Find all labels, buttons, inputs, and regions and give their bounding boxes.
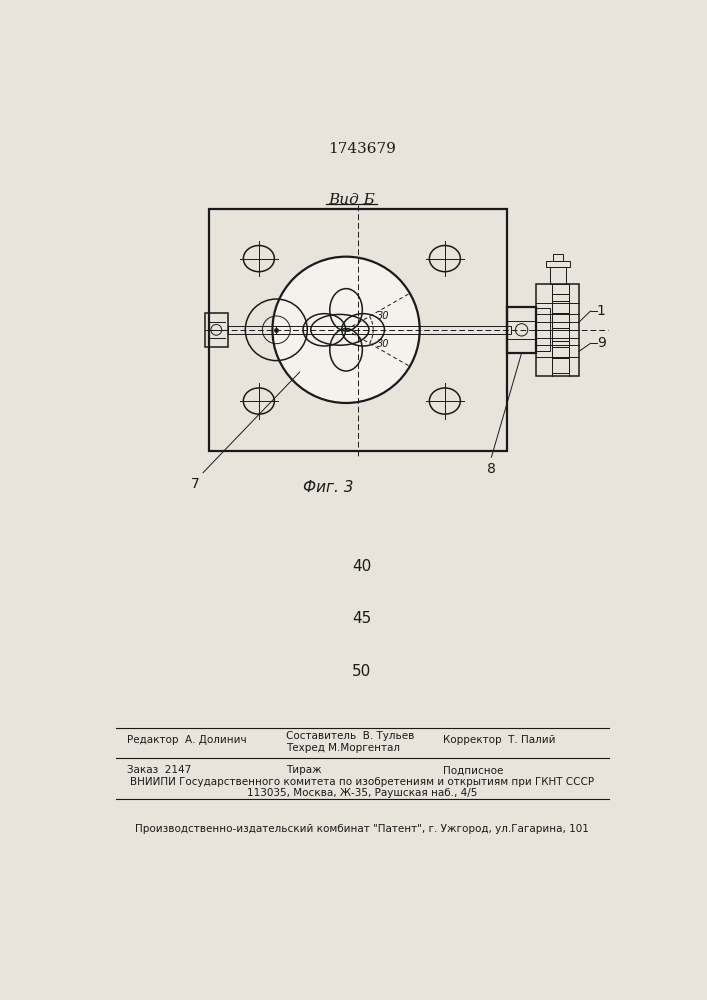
Text: 40: 40: [352, 559, 372, 574]
Bar: [228, 326, 276, 334]
Bar: [552, 301, 569, 313]
Text: Редактор  А. Долинич: Редактор А. Долинич: [127, 735, 247, 745]
Bar: [552, 347, 569, 358]
Text: Подписное: Подписное: [443, 765, 503, 775]
Text: Производственно-издательский комбинат "Патент", г. Ужгород, ул.Гагарина, 101: Производственно-издательский комбинат "П…: [135, 824, 589, 834]
Bar: [552, 328, 569, 341]
Bar: [552, 358, 569, 373]
Text: Корректор  Т. Палий: Корректор Т. Палий: [443, 735, 556, 745]
Bar: [204, 313, 228, 347]
Text: ВНИИПИ Государственного комитета по изобретениям и открытиям при ГКНТ СССР: ВНИИПИ Государственного комитета по изоб…: [130, 777, 594, 787]
Text: 8: 8: [487, 462, 496, 476]
Text: 9: 9: [597, 336, 606, 350]
Text: Вид Б: Вид Б: [329, 193, 375, 207]
Bar: [552, 294, 569, 301]
Bar: [552, 284, 569, 294]
Text: Фиг. 3: Фиг. 3: [303, 480, 354, 495]
Text: 30: 30: [377, 311, 390, 321]
Bar: [552, 313, 569, 328]
Bar: [547, 261, 570, 267]
Text: 50: 50: [352, 664, 372, 679]
Text: 113035, Москва, Ж-35, Раушская наб., 4/5: 113035, Москва, Ж-35, Раушская наб., 4/5: [247, 788, 477, 798]
Text: Составитель  В. Тульев: Составитель В. Тульев: [286, 731, 414, 741]
Bar: [537, 284, 579, 376]
Text: 1: 1: [597, 304, 606, 318]
Text: Техред М.Моргентал: Техред М.Моргентал: [286, 743, 400, 753]
Text: Заказ  2147: Заказ 2147: [127, 765, 192, 775]
Bar: [276, 326, 510, 334]
Text: 1743679: 1743679: [328, 142, 396, 156]
Bar: [507, 307, 537, 353]
Bar: [553, 254, 563, 261]
Text: 7: 7: [191, 477, 199, 491]
Bar: [550, 267, 566, 284]
Bar: [552, 341, 569, 347]
Text: 45: 45: [352, 611, 372, 626]
Bar: [537, 308, 550, 351]
Circle shape: [272, 257, 420, 403]
Text: Тираж: Тираж: [286, 765, 322, 775]
Text: 30: 30: [377, 339, 390, 349]
Bar: [209, 209, 507, 451]
